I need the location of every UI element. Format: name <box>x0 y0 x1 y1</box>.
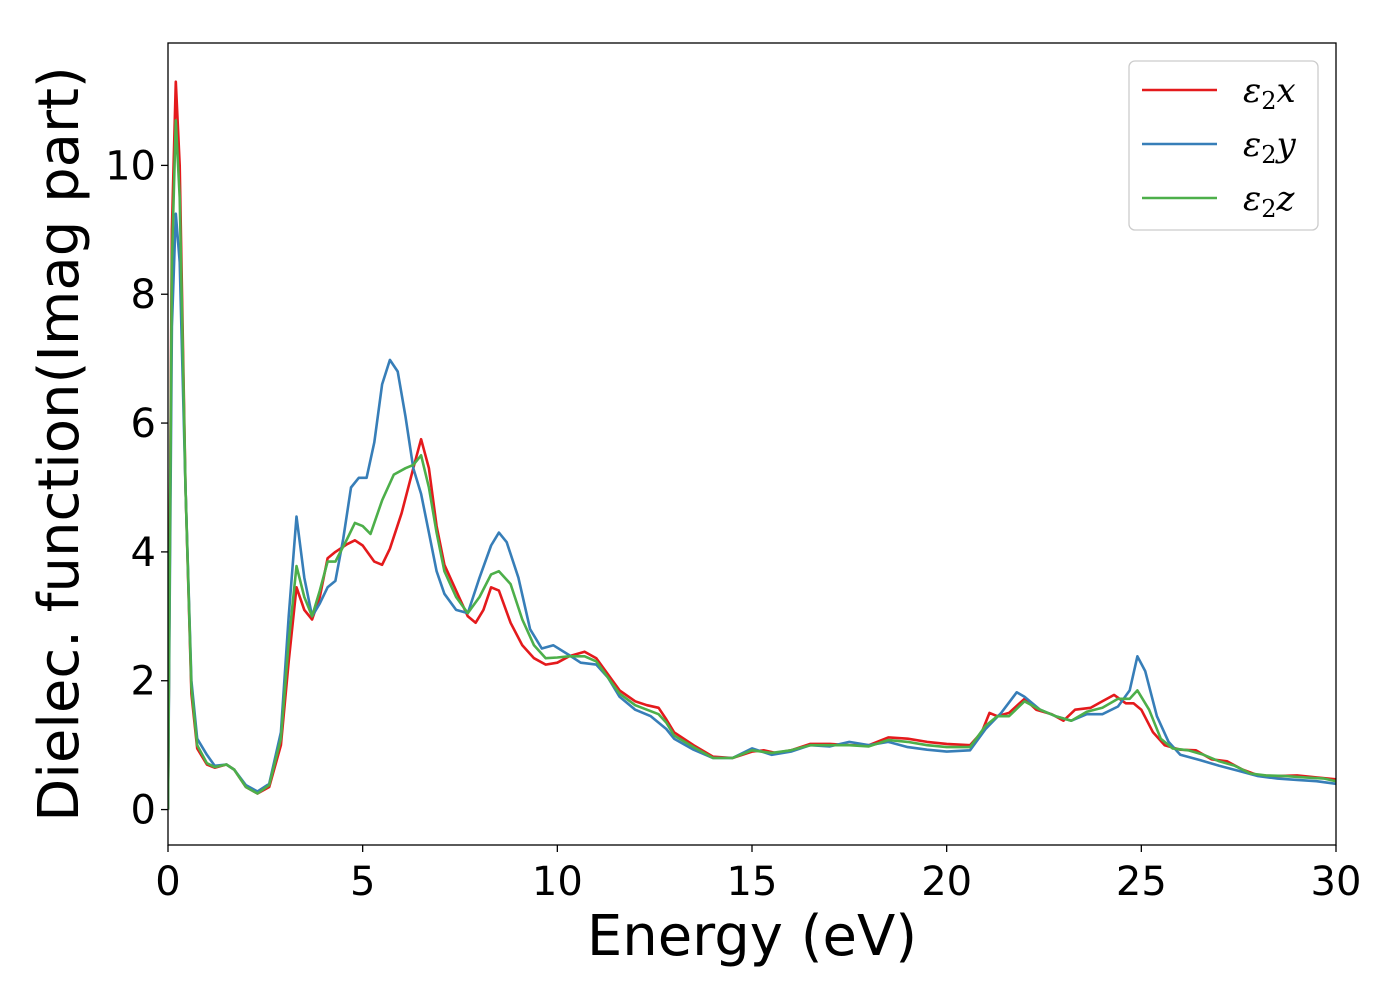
series-line-1 <box>168 80 1336 810</box>
y-tick-label: 2 <box>131 659 156 705</box>
legend-label-subscript: 2 <box>1261 195 1276 223</box>
legend-label-3: ε2z <box>1243 179 1296 223</box>
plot-area <box>168 80 1336 810</box>
x-tick-label: 5 <box>350 859 375 905</box>
x-tick-label: 20 <box>921 859 972 905</box>
legend-label-tail: x <box>1277 71 1296 111</box>
y-axis-label: Dielec. function(Imag part) <box>27 66 92 822</box>
series-line-2 <box>168 212 1336 810</box>
legend-label-2: ε2y <box>1243 125 1297 169</box>
legend-label-subscript: 2 <box>1261 87 1276 115</box>
legend-label-subscript: 2 <box>1261 141 1276 169</box>
y-tick-label: 6 <box>131 401 156 447</box>
legend-label-tail: y <box>1275 125 1297 165</box>
y-tick-label: 4 <box>131 530 156 576</box>
legend-label-main: ε <box>1243 71 1261 111</box>
y-tick-label: 0 <box>131 788 156 834</box>
x-axis-label: Energy (eV) <box>587 904 917 969</box>
axes: 0 5 10 15 20 25 30 0 2 4 6 8 10 <box>105 42 1362 905</box>
x-tick-label: 0 <box>155 859 180 905</box>
x-tick-label: 15 <box>727 859 778 905</box>
y-tick-label: 10 <box>105 143 156 189</box>
legend-label-1: ε2x <box>1243 71 1296 115</box>
x-tick-label: 10 <box>532 859 583 905</box>
x-tick-label: 25 <box>1116 859 1167 905</box>
series-line-3 <box>168 119 1336 810</box>
legend-label-tail: z <box>1276 179 1296 219</box>
legend-label-main: ε <box>1243 125 1261 165</box>
legend-box <box>1128 60 1319 231</box>
y-tick-label: 8 <box>131 272 156 318</box>
legend-label-main: ε <box>1243 179 1261 219</box>
x-tick-label: 30 <box>1311 859 1362 905</box>
